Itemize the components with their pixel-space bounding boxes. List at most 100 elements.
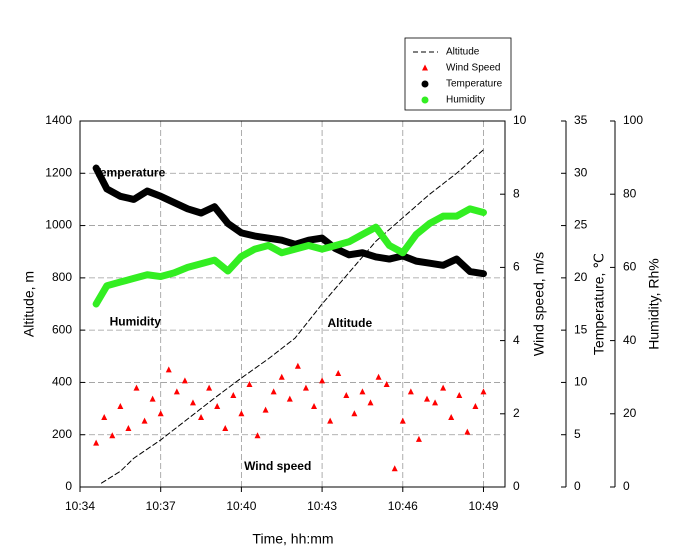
y2-tick-label: 8: [513, 186, 520, 200]
x-tick-label: 10:40: [226, 499, 256, 513]
wind-marker: [319, 377, 326, 384]
annotation: Temperature: [93, 165, 165, 179]
x-tick-label: 10:43: [307, 499, 337, 513]
wind-marker: [109, 432, 116, 439]
wind-marker: [133, 384, 140, 391]
wind-marker: [440, 384, 447, 391]
wind-marker: [399, 417, 406, 424]
wind-marker: [391, 465, 398, 472]
wind-marker: [423, 395, 430, 402]
wind-marker: [262, 406, 269, 413]
y4-tick-label: 60: [623, 260, 637, 274]
wind-marker: [448, 413, 455, 420]
series-line: [101, 149, 484, 484]
wind-marker: [286, 395, 293, 402]
wind-marker: [367, 399, 374, 406]
y-axis-label: Altitude, m: [21, 271, 37, 337]
wind-marker: [173, 388, 180, 395]
annotation: Humidity: [110, 314, 162, 328]
wind-marker: [141, 417, 148, 424]
x-tick-label: 10:34: [65, 499, 95, 513]
y2-tick-label: 4: [513, 333, 520, 347]
wind-marker: [335, 370, 342, 377]
wind-marker: [117, 402, 124, 409]
legend-swatch: [421, 96, 429, 104]
x-axis-label: Time, hh:mm: [252, 531, 333, 547]
y4-tick-label: 20: [623, 406, 637, 420]
y-tick-label: 400: [52, 375, 72, 389]
wind-marker: [472, 402, 479, 409]
y2-tick-label: 10: [513, 113, 527, 127]
y3-tick-label: 15: [574, 322, 588, 336]
wind-marker: [270, 388, 277, 395]
y-tick-label: 200: [52, 427, 72, 441]
wind-marker: [230, 392, 237, 398]
annotation: Wind speed: [244, 459, 311, 473]
y3-tick-label: 10: [574, 375, 588, 389]
y4-axis-label: Humidity, Rh%: [646, 258, 662, 350]
x-tick-label: 10:49: [468, 499, 498, 513]
wind-marker: [432, 399, 439, 406]
y4-tick-label: 40: [623, 333, 637, 347]
x-tick-label: 10:46: [388, 499, 418, 513]
y2-tick-label: 0: [513, 479, 520, 493]
y-tick-label: 0: [65, 479, 72, 493]
wind-marker: [415, 435, 422, 442]
wind-marker: [181, 377, 188, 384]
wind-marker: [149, 395, 156, 402]
y-tick-label: 800: [52, 270, 72, 284]
wind-marker: [480, 388, 487, 395]
wind-marker: [238, 410, 245, 417]
wind-marker: [278, 373, 285, 380]
wind-marker: [359, 388, 366, 395]
y-tick-label: 1200: [45, 165, 72, 179]
wind-marker: [125, 424, 132, 431]
y3-axis-label: Temperature, ℃: [591, 253, 607, 355]
wind-marker: [327, 417, 334, 424]
legend-label: Temperature: [446, 79, 503, 90]
wind-marker: [246, 381, 253, 388]
y2-tick-label: 6: [513, 260, 520, 274]
y2-axis-label: Wind speed, m/s: [531, 252, 547, 356]
wind-marker: [157, 410, 164, 417]
y-tick-label: 1000: [45, 218, 72, 232]
wind-marker: [302, 384, 309, 391]
wind-marker: [189, 399, 196, 406]
legend-label: Altitude: [446, 47, 480, 58]
wind-marker: [311, 402, 318, 409]
y3-tick-label: 20: [574, 270, 588, 284]
wind-marker: [93, 439, 100, 446]
legend-swatch: [422, 64, 428, 71]
wind-marker: [456, 392, 463, 398]
wind-marker: [198, 413, 205, 420]
y2-tick-label: 2: [513, 406, 520, 420]
wind-marker: [383, 381, 390, 388]
wind-marker: [464, 428, 471, 435]
plot-frame: [79, 120, 506, 488]
legend-label: Wind Speed: [446, 63, 500, 74]
wind-marker: [343, 392, 350, 398]
wind-marker: [407, 388, 414, 395]
legend-swatch: [421, 80, 429, 88]
y4-tick-label: 100: [623, 113, 643, 127]
wind-marker: [222, 424, 229, 431]
series-line: [92, 164, 487, 278]
y4-tick-label: 0: [623, 479, 630, 493]
wind-marker: [351, 410, 358, 417]
y4-tick-label: 80: [623, 186, 637, 200]
wind-marker: [165, 366, 172, 373]
wind-marker: [294, 362, 301, 369]
y3-tick-label: 25: [574, 218, 588, 232]
y-tick-label: 600: [52, 322, 72, 336]
y3-tick-label: 5: [574, 427, 581, 441]
wind-marker: [254, 432, 261, 439]
y3-tick-label: 35: [574, 113, 588, 127]
wind-marker: [101, 413, 108, 420]
x-tick-label: 10:37: [146, 499, 176, 513]
legend-label: Humidity: [446, 95, 485, 106]
wind-marker: [214, 402, 221, 409]
y3-tick-label: 30: [574, 165, 588, 179]
wind-marker: [375, 373, 382, 380]
series-line: [92, 205, 487, 308]
